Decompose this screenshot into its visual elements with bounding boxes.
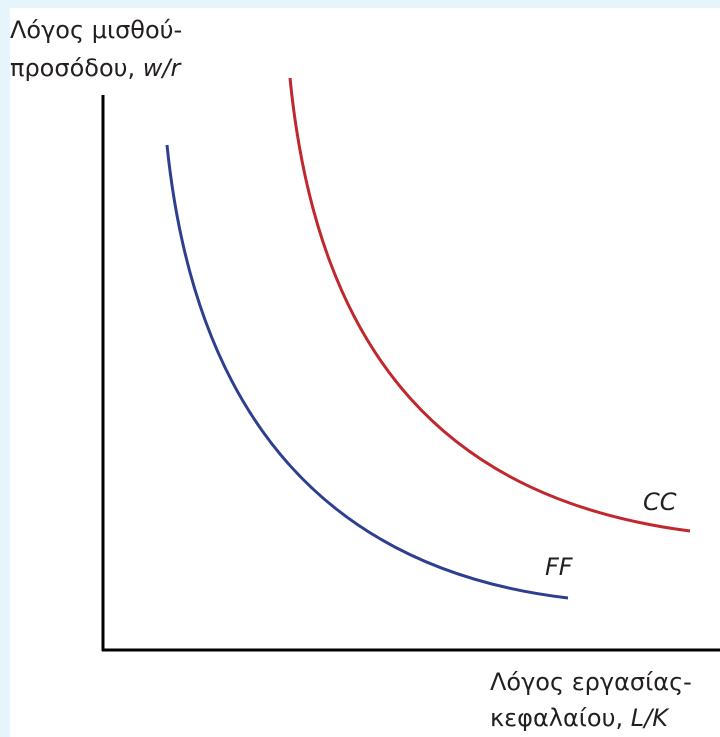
x-axis-label: κεφαλαίου, L/K [490,704,670,732]
x-axis-label: Λόγος εργασίας- [490,668,692,696]
cc-curve [288,77,691,533]
y-axis-label-text: προσόδου, [10,54,143,82]
curve-label: FF [545,553,574,581]
y-axis-symbol: w/r [143,54,183,82]
y-axis-label: προσόδου, w/r [10,54,182,82]
x-axis-label-text: κεφαλαίου, [490,704,631,732]
x-axis-symbol: L/K [631,704,670,732]
y-axis-label: Λόγος μισθού- [10,16,182,44]
curve-label: CC [643,488,677,516]
ff-curve [165,144,569,600]
panel [10,8,720,737]
